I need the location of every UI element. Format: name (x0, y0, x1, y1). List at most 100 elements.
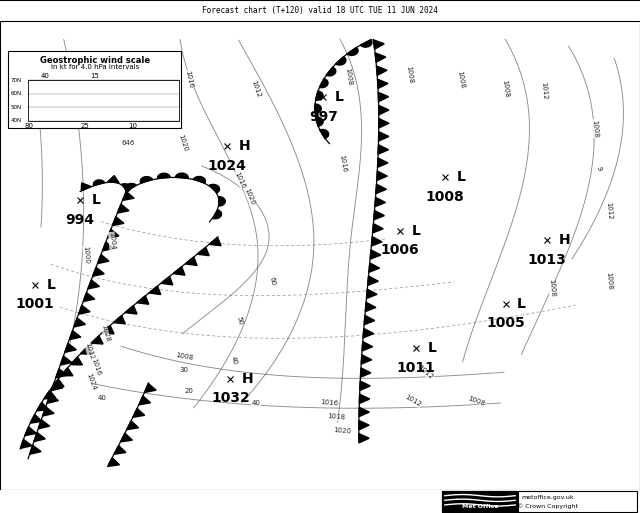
Wedge shape (335, 56, 346, 65)
Polygon shape (25, 427, 36, 436)
Polygon shape (373, 40, 384, 49)
Text: 40: 40 (252, 400, 260, 406)
Text: 1008: 1008 (467, 395, 486, 407)
Text: © Crown Copyright: © Crown Copyright (516, 504, 578, 509)
Text: L: L (412, 224, 420, 238)
Polygon shape (379, 132, 389, 141)
Polygon shape (47, 394, 58, 403)
Wedge shape (212, 210, 221, 219)
Polygon shape (60, 356, 72, 365)
Text: 1008: 1008 (175, 351, 194, 361)
Polygon shape (102, 242, 114, 251)
Polygon shape (365, 302, 376, 311)
Polygon shape (370, 250, 381, 259)
Polygon shape (51, 382, 63, 390)
Polygon shape (113, 315, 125, 324)
Polygon shape (108, 458, 120, 466)
Text: 1012: 1012 (404, 393, 422, 408)
Wedge shape (347, 48, 358, 55)
Polygon shape (79, 305, 90, 314)
Text: 15: 15 (90, 73, 99, 78)
Text: 50N: 50N (10, 105, 21, 110)
Text: 1011: 1011 (397, 361, 435, 375)
Wedge shape (93, 180, 104, 186)
Text: L: L (47, 278, 56, 292)
Text: 25: 25 (81, 123, 90, 129)
Polygon shape (360, 381, 371, 390)
Text: 20: 20 (184, 388, 193, 394)
Polygon shape (38, 420, 50, 429)
Polygon shape (360, 368, 371, 377)
Wedge shape (326, 67, 336, 76)
Wedge shape (360, 40, 372, 47)
Polygon shape (83, 292, 95, 302)
Polygon shape (149, 286, 161, 294)
Polygon shape (65, 343, 76, 352)
Text: 1018: 1018 (327, 413, 345, 421)
Polygon shape (69, 331, 81, 340)
Wedge shape (140, 176, 152, 183)
Polygon shape (197, 247, 209, 255)
Text: H: H (242, 371, 253, 386)
Text: 1016: 1016 (321, 399, 339, 407)
Polygon shape (114, 445, 126, 454)
Polygon shape (367, 289, 377, 299)
Polygon shape (173, 267, 185, 275)
Polygon shape (56, 369, 67, 378)
Wedge shape (157, 173, 170, 179)
Text: 1008: 1008 (605, 272, 613, 290)
Text: 60: 60 (268, 276, 276, 286)
Text: 1013: 1013 (528, 253, 566, 267)
Polygon shape (361, 355, 372, 364)
Text: 1008: 1008 (501, 79, 510, 98)
Polygon shape (20, 439, 32, 448)
Text: 1008: 1008 (548, 279, 556, 298)
Text: 1008: 1008 (426, 189, 464, 204)
Polygon shape (185, 257, 197, 265)
Text: 1004: 1004 (108, 232, 116, 250)
Text: L: L (456, 170, 465, 184)
Wedge shape (125, 184, 136, 191)
Text: 1008: 1008 (344, 68, 353, 86)
Text: 1012: 1012 (84, 342, 95, 361)
Text: 1032: 1032 (211, 391, 250, 405)
Polygon shape (359, 421, 369, 430)
Wedge shape (315, 104, 321, 113)
Text: 1028: 1028 (100, 323, 111, 342)
Polygon shape (374, 210, 385, 220)
Polygon shape (30, 415, 42, 423)
Text: 70N: 70N (10, 77, 21, 83)
Polygon shape (29, 445, 41, 455)
Text: 994: 994 (65, 213, 95, 227)
Text: in kt for 4.0 hPa intervals: in kt for 4.0 hPa intervals (51, 64, 139, 70)
Polygon shape (376, 184, 387, 193)
Polygon shape (108, 175, 119, 183)
Text: 1016: 1016 (184, 70, 194, 89)
Polygon shape (139, 396, 150, 405)
Polygon shape (379, 119, 389, 128)
Text: Met Office: Met Office (461, 504, 499, 509)
Bar (442, 491, 637, 512)
Polygon shape (369, 263, 380, 272)
Polygon shape (108, 229, 119, 239)
Polygon shape (378, 158, 388, 167)
Polygon shape (112, 216, 124, 226)
Wedge shape (319, 129, 329, 139)
Polygon shape (376, 66, 387, 75)
Wedge shape (316, 91, 323, 100)
Polygon shape (102, 325, 114, 334)
Text: 1012: 1012 (605, 202, 613, 220)
Polygon shape (122, 191, 134, 201)
Text: 1008: 1008 (405, 65, 414, 84)
Bar (28, 80, 179, 121)
Polygon shape (42, 407, 54, 416)
Text: H: H (559, 233, 570, 247)
Text: 40: 40 (41, 73, 50, 78)
Polygon shape (371, 236, 382, 246)
Polygon shape (137, 296, 148, 304)
Polygon shape (359, 433, 369, 443)
Polygon shape (61, 368, 73, 376)
Polygon shape (97, 254, 109, 264)
Text: 30: 30 (179, 367, 188, 373)
Text: 40: 40 (98, 396, 107, 401)
